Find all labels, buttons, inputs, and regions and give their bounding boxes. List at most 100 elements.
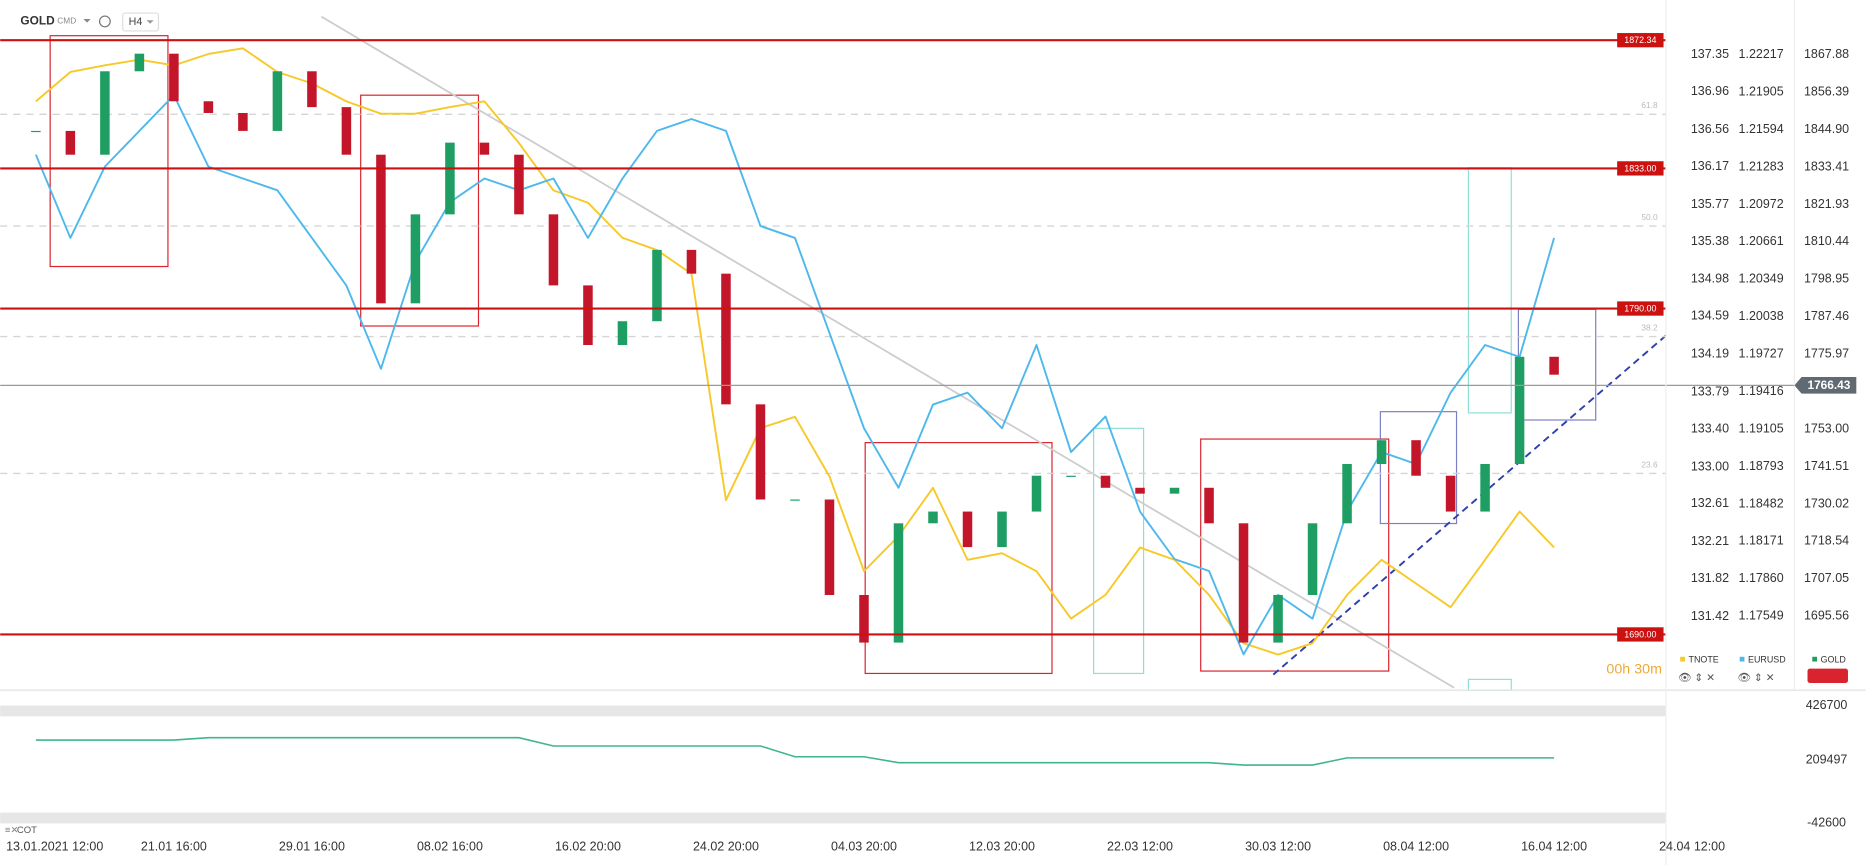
panel-band xyxy=(0,812,1666,824)
y-tick-label: 1810.44 xyxy=(1804,234,1849,248)
red-box xyxy=(1200,438,1390,672)
interval-select[interactable] xyxy=(122,12,160,32)
plot: 61.8 50.0 38.2 23.6 1872.34 1833.00 1790.00 169… xyxy=(0,33,1795,656)
y-tick-label: 134.59 xyxy=(1691,309,1729,323)
y-tick-label: 1.19727 xyxy=(1739,347,1784,361)
y-tick-label: 136.56 xyxy=(1691,122,1729,136)
y-tick-label: 131.42 xyxy=(1691,609,1729,623)
x-tick-label: 21.01 16:00 xyxy=(141,839,207,853)
header: GOLD CMD H4 xyxy=(7,9,162,34)
candle xyxy=(514,154,524,215)
trend-line xyxy=(1272,334,1667,676)
y-tick-label: 134.19 xyxy=(1691,347,1729,361)
y-tick-label: 1.20661 xyxy=(1739,234,1784,248)
x-tick-label: 30.03 12:00 xyxy=(1245,839,1311,853)
red-box xyxy=(864,442,1053,675)
candle xyxy=(721,273,731,405)
candle xyxy=(1549,356,1559,375)
candle xyxy=(962,511,973,548)
candle xyxy=(376,154,386,304)
y-tick-label: 1856.39 xyxy=(1804,84,1849,98)
x-tick-label: 22.03 12:00 xyxy=(1107,839,1173,853)
interval[interactable]: H4 xyxy=(129,16,143,28)
y-tick-label: 1821.93 xyxy=(1804,197,1849,211)
y-tick-label: 134.98 xyxy=(1691,272,1729,286)
level-label: 1790.00 xyxy=(1624,303,1656,313)
red-box xyxy=(360,94,480,327)
y-tick-label: 1.21905 xyxy=(1739,85,1784,99)
candle xyxy=(169,53,179,102)
y-tick-label: 1833.41 xyxy=(1804,159,1849,173)
y-tick-label: 131.82 xyxy=(1691,571,1729,585)
candle xyxy=(652,249,662,322)
x-tick-label: 16.02 20:00 xyxy=(555,839,621,853)
candle xyxy=(928,511,938,524)
candle xyxy=(1376,440,1387,464)
y-tick-label: 1867.88 xyxy=(1804,47,1849,61)
symbol[interactable]: GOLD xyxy=(20,14,55,28)
trend-line xyxy=(320,15,1455,689)
candle xyxy=(1238,523,1249,643)
y-tick-label: 133.79 xyxy=(1691,384,1729,398)
cot-title: COT xyxy=(17,825,37,836)
y-tick-label: 1753.00 xyxy=(1804,421,1849,435)
legend-controls[interactable]: 👁 ⇕ ✕ xyxy=(1737,672,1774,684)
y-tick-label: 1775.97 xyxy=(1804,347,1849,361)
series-line xyxy=(35,47,1555,656)
fib-label: 23.6 xyxy=(1641,459,1658,469)
legend-swatch xyxy=(1812,656,1818,662)
legend-controls[interactable] xyxy=(1807,668,1848,683)
x-tick-label: 24.04 12:00 xyxy=(1659,839,1725,853)
candle xyxy=(479,142,490,155)
info-icon[interactable] xyxy=(98,15,111,28)
level-badge xyxy=(1617,33,1664,48)
y-tick-label: 1.17860 xyxy=(1739,571,1784,585)
candle xyxy=(410,214,421,304)
fib-label: 61.8 xyxy=(1641,100,1658,110)
candle xyxy=(1169,487,1180,494)
y-tick-label: 136.17 xyxy=(1691,159,1729,173)
cot-line xyxy=(35,736,1555,766)
y-tick-label: 1.18793 xyxy=(1739,459,1784,473)
candle xyxy=(1031,475,1042,512)
y-tick-label: 135.38 xyxy=(1691,234,1729,248)
candle xyxy=(824,499,835,595)
y-tick-label: 1.20972 xyxy=(1739,197,1784,211)
y-tick-label: 1707.05 xyxy=(1804,571,1849,585)
y-tick-label: 1.18482 xyxy=(1739,496,1784,510)
y-tick-label: 1.19416 xyxy=(1739,384,1784,398)
y-tick-label: 1.21283 xyxy=(1739,159,1784,173)
candle xyxy=(31,130,41,133)
y-tick-label: 1.22217 xyxy=(1739,47,1784,61)
y-tick-label: 1.21594 xyxy=(1739,122,1784,136)
y-tick-label: -42600 xyxy=(1807,816,1846,830)
legend-swatch xyxy=(1739,656,1745,662)
candle xyxy=(272,71,283,131)
y-tick-label: 1844.90 xyxy=(1804,122,1849,136)
y-tick-label: 132.21 xyxy=(1691,534,1729,548)
x-tick-label: 08.02 16:00 xyxy=(417,839,483,853)
current-price-label: 1766.43 xyxy=(1807,378,1850,392)
candle xyxy=(686,249,697,274)
candle xyxy=(1445,475,1456,512)
candle xyxy=(238,112,248,131)
y-tick-label: 209497 xyxy=(1806,752,1848,766)
level-label: 1833.00 xyxy=(1624,163,1656,173)
y-tick-label: 1730.02 xyxy=(1804,496,1849,510)
y-tick-label: 1695.56 xyxy=(1804,609,1849,623)
fib-label: 50.0 xyxy=(1641,212,1658,222)
legend: TNOTE 👁 ⇕ ✕ EURUSD 👁 ⇕ ✕ GOLD xyxy=(1678,655,1848,684)
y-tick-label: 1.19105 xyxy=(1739,421,1784,435)
candle xyxy=(203,101,214,113)
cot-icons[interactable]: ≡✕ xyxy=(5,825,19,836)
candle xyxy=(1411,440,1421,476)
blue-box xyxy=(1379,411,1458,525)
dropdown-icon[interactable] xyxy=(83,19,91,23)
y-tick-label: 1.18171 xyxy=(1739,534,1784,548)
legend-controls[interactable]: 👁 ⇕ ✕ xyxy=(1678,672,1715,684)
timer: 00h 30m xyxy=(1606,662,1662,678)
candle xyxy=(65,130,76,155)
level-badge xyxy=(1617,161,1664,176)
candle xyxy=(1342,463,1352,524)
